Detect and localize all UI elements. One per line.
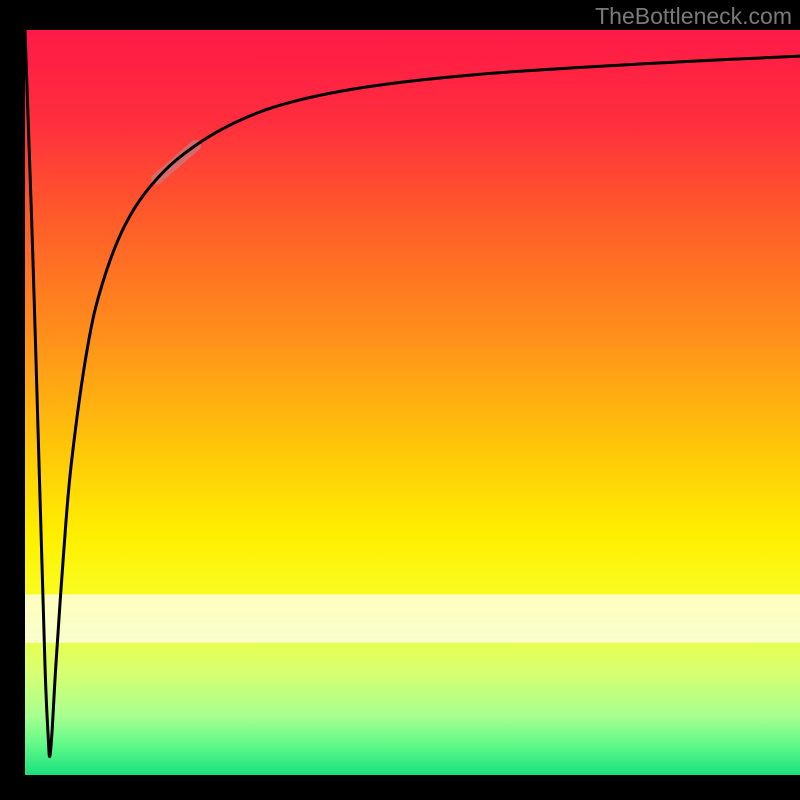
- chart-container: TheBottleneck.com: [0, 0, 800, 800]
- plot-area: [25, 30, 800, 775]
- watermark-text: TheBottleneck.com: [595, 3, 792, 30]
- white-band: [25, 594, 800, 642]
- gradient-background: [25, 30, 800, 775]
- plot-svg: [25, 30, 800, 775]
